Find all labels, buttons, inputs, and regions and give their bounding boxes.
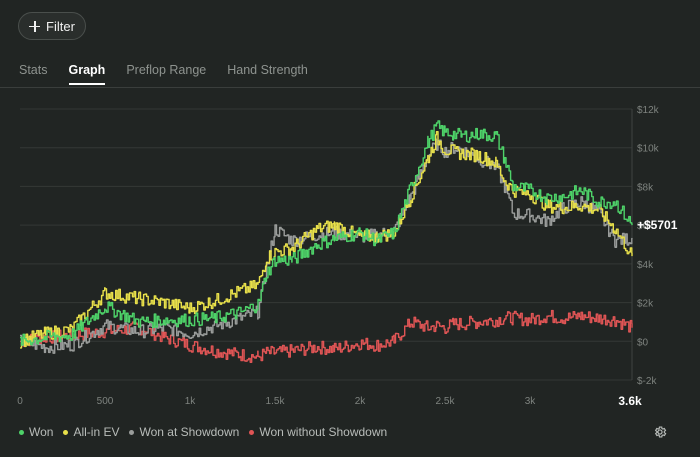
y-tick-label: $-2k <box>637 376 657 387</box>
y-tick-label: $12k <box>637 105 660 116</box>
filter-label: Filter <box>46 18 75 34</box>
legend: Won All-in EV Won at Showdown Won withou… <box>19 425 397 439</box>
gear-icon[interactable] <box>653 425 667 439</box>
end-value-label: +$5701 <box>637 218 678 232</box>
x-tick-label: 500 <box>97 396 114 407</box>
tab-preflop-range[interactable]: Preflop Range <box>126 63 207 77</box>
y-tick-label: $0 <box>637 337 649 348</box>
y-tick-label: $10k <box>637 144 660 155</box>
legend-label: Won <box>29 425 54 439</box>
y-tick-label: $6k <box>637 221 654 232</box>
tab-graph[interactable]: Graph <box>68 63 106 85</box>
x-tick-label: 2k <box>355 396 367 407</box>
tab-divider <box>0 87 700 88</box>
legend-dot <box>249 429 255 435</box>
legend-item-won[interactable]: Won <box>19 425 53 439</box>
legend-label: Won without Showdown <box>259 425 388 439</box>
filter-button[interactable]: Filter <box>18 12 86 40</box>
tab-bar: Stats Graph Preflop Range Hand Strength <box>19 63 329 85</box>
x-tick-label: 0 <box>17 396 23 407</box>
y-tick-label: $4k <box>637 260 654 271</box>
y-tick-label: $2k <box>637 299 654 310</box>
profit-graph[interactable]: $12k $10k $8k $6k $4k $2k $0 $-2k 0 500 1k 1.5k 2k 2.… <box>0 95 700 415</box>
tab-stats[interactable]: Stats <box>19 63 48 77</box>
legend-item-all-in-ev[interactable]: All-in EV <box>63 425 119 439</box>
y-tick-label: $8k <box>637 182 654 193</box>
x-tick-label: 3k <box>525 396 537 407</box>
legend-dot <box>63 429 69 435</box>
legend-label: All-in EV <box>73 425 120 439</box>
series-line-won-without-showdown <box>20 309 633 363</box>
legend-item-won-at-showdown[interactable]: Won at Showdown <box>129 425 239 439</box>
series-line-won <box>20 120 633 346</box>
x-tick-label: 1k <box>185 396 197 407</box>
x-tick-label: 1.5k <box>266 396 286 407</box>
legend-dot <box>129 429 135 435</box>
legend-item-won-without-showdown[interactable]: Won without Showdown <box>249 425 387 439</box>
legend-label: Won at Showdown <box>139 425 240 439</box>
x-tick-label: 2.5k <box>436 396 456 407</box>
legend-dot <box>19 429 24 435</box>
tab-hand-strength[interactable]: Hand Strength <box>227 63 308 77</box>
x-current-label: 3.6k <box>618 394 642 408</box>
plus-icon <box>29 20 41 32</box>
